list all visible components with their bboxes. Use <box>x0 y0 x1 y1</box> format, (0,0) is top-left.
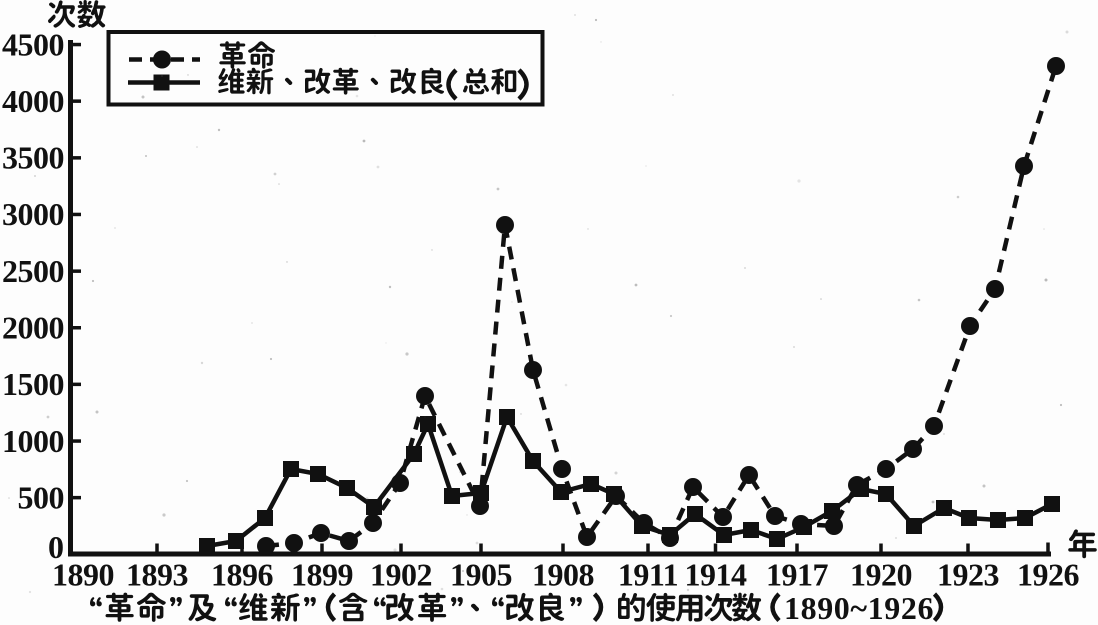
svg-text:1000: 1000 <box>2 423 64 459</box>
svg-text:2000: 2000 <box>2 310 64 346</box>
svg-text:1890~1926: 1890~1926 <box>784 590 934 625</box>
svg-text:1923: 1923 <box>937 557 999 593</box>
svg-text:4000: 4000 <box>2 83 64 119</box>
svg-text:4500: 4500 <box>2 26 64 62</box>
svg-text:3000: 3000 <box>2 196 64 232</box>
svg-text:1926: 1926 <box>1017 557 1080 593</box>
svg-text:1920: 1920 <box>850 557 912 593</box>
svg-text:3500: 3500 <box>2 140 64 176</box>
svg-text:1500: 1500 <box>2 366 64 402</box>
svg-text:1893: 1893 <box>126 557 188 593</box>
svg-text:1914: 1914 <box>685 557 748 593</box>
svg-text:1890: 1890 <box>52 557 114 593</box>
svg-text:1896: 1896 <box>211 557 274 593</box>
svg-text:1899: 1899 <box>291 557 353 593</box>
svg-text:1902: 1902 <box>370 557 432 593</box>
svg-text:1911: 1911 <box>618 557 678 593</box>
svg-text:1917: 1917 <box>766 557 829 593</box>
svg-text:0: 0 <box>48 529 64 565</box>
svg-text:1908: 1908 <box>532 557 594 593</box>
svg-text:2500: 2500 <box>2 253 64 289</box>
svg-text:500: 500 <box>18 480 65 516</box>
svg-text:1905: 1905 <box>450 557 512 593</box>
